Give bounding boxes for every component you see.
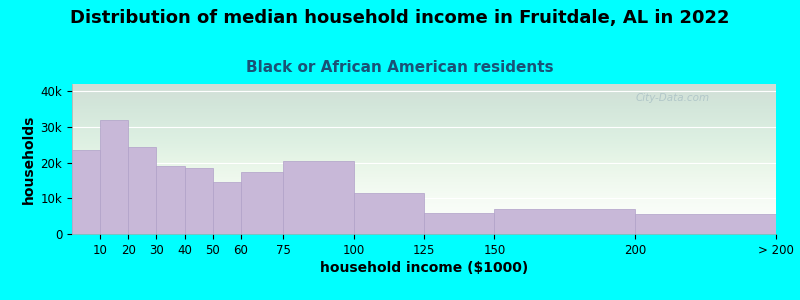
Text: Black or African American residents: Black or African American residents [246,60,554,75]
Bar [157,166,185,234]
Bar [128,146,157,234]
Bar [635,214,776,234]
Bar [283,161,354,234]
Text: City-Data.com: City-Data.com [635,93,710,103]
Bar [241,172,283,234]
Bar [72,150,100,234]
Bar [354,193,424,234]
Bar [424,213,494,234]
X-axis label: household income ($1000): household income ($1000) [320,261,528,275]
Text: Distribution of median household income in Fruitdale, AL in 2022: Distribution of median household income … [70,9,730,27]
Bar [185,168,213,234]
Bar [213,182,241,234]
Y-axis label: households: households [22,114,36,204]
Bar [100,120,128,234]
Bar [494,209,635,234]
